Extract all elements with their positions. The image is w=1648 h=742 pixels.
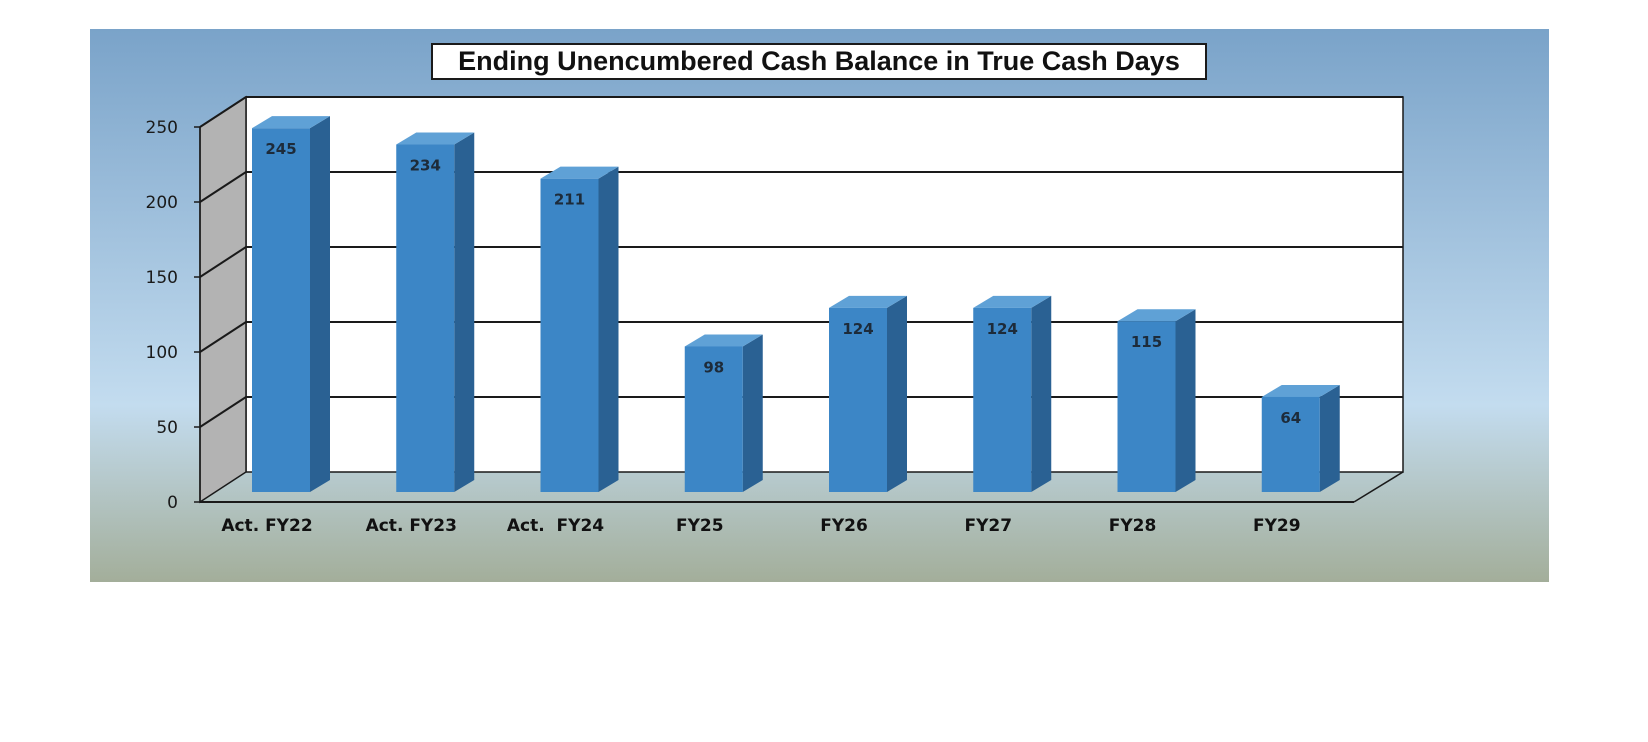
bar-side [1175,309,1196,492]
bar-top [829,295,907,308]
bar [973,307,1032,492]
y-axis: 0 50 100 150 200 250 [146,118,201,513]
floor-right-edge [1353,471,1404,503]
bar [1117,321,1176,492]
x-tick-label: FY26 [820,516,868,536]
bar-top [973,295,1052,308]
x-tick-label: FY29 [1253,516,1301,536]
data-label: 124 [842,320,873,338]
y-tick-label: 0 [167,493,178,513]
data-label: 234 [410,157,441,175]
x-tick-label: Act. FY24 [507,516,604,536]
y-tick-label: 250 [146,118,178,138]
bar [540,178,599,493]
bar-side [310,116,330,493]
x-axis: Act. FY22 Act. FY23 Act. FY24 FY25 FY26 FY27 F… [200,471,1404,536]
data-label: 124 [987,320,1018,338]
side-gridline [199,321,247,353]
x-tick-label: Act. FY22 [221,516,312,536]
y-tick-label: 50 [156,418,178,438]
bar-top [1261,384,1340,397]
bar-side [887,295,907,492]
bar-side [598,166,619,493]
bar-top [1117,309,1196,322]
data-label: 211 [554,191,585,209]
bar-side [1031,295,1052,492]
bar [252,128,310,493]
chart-panel: 0 50 100 150 200 250 245 234 211 98 124 124 115 64 A… [90,29,1549,582]
bar [396,144,455,492]
data-label: 245 [265,140,296,158]
chart-svg: 0 50 100 150 200 250 245 234 211 98 124 124 115 64 A… [90,29,1549,582]
side-gridline [199,246,247,278]
data-label: 64 [1280,409,1301,427]
bar-top [684,334,763,347]
x-tick-label: Act. FY23 [366,516,457,536]
bars: 245 234 211 98 124 124 115 64 [252,116,1340,493]
y-tick-label: 200 [146,193,178,213]
bar [1261,396,1320,492]
bar [829,307,887,492]
x-tick-label: FY25 [676,516,724,536]
x-tick-label: FY27 [964,516,1012,536]
chart-title-box: Ending Unencumbered Cash Balance in True… [431,43,1207,80]
bar-side [742,334,763,492]
bar-top [396,132,475,145]
x-tick-label: FY28 [1109,516,1157,536]
bar [684,346,743,492]
bar-side [454,132,475,492]
bar-top [252,116,330,129]
side-gridline [199,396,247,428]
chart-walls [199,95,1404,504]
bar-top [540,166,619,179]
y-tick-label: 100 [146,343,178,363]
chart-title: Ending Unencumbered Cash Balance in True… [458,46,1180,76]
bar-side [1319,384,1340,492]
y-tick-label: 150 [146,268,178,288]
data-label: 115 [1131,333,1162,351]
data-label: 98 [703,358,724,376]
side-gridline [199,171,247,203]
side-wall [199,95,247,504]
side-gridline [199,96,247,128]
